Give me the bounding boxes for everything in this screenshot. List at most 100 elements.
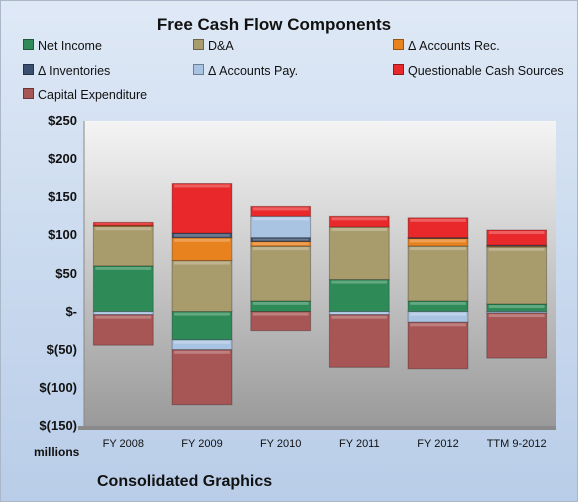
bar-highlight <box>95 312 152 314</box>
bar-highlight <box>174 312 230 316</box>
legend-label: Δ Accounts Pay. <box>208 64 299 78</box>
bar-segment-fy-2009-s4 <box>171 339 233 351</box>
bar-segment-fy-2011-s1 <box>328 226 390 281</box>
bar-highlight <box>95 223 152 225</box>
bar-highlight <box>174 350 230 354</box>
bar-segment-fy-2009-s0 <box>171 311 233 341</box>
bar-highlight <box>174 340 230 344</box>
legend-item: Δ Accounts Pay. <box>193 64 298 78</box>
legend-label: Δ Inventories <box>38 64 111 78</box>
y-tick-label: $150 <box>48 189 77 205</box>
bar-segment-ttm-9-2012-s3 <box>486 244 548 247</box>
bar-highlight <box>331 228 388 231</box>
legend-swatch <box>393 39 404 50</box>
bar-segment-fy-2009-s6 <box>171 349 233 406</box>
bar-segment-fy-2010-s6 <box>250 311 312 332</box>
bar-highlight <box>488 314 545 318</box>
bar-highlight <box>252 217 309 221</box>
bar-highlight <box>331 315 388 319</box>
bar-highlight <box>252 238 309 241</box>
bar-segment-fy-2012-s6 <box>407 321 469 370</box>
bar-highlight <box>95 227 152 231</box>
bar-highlight <box>410 312 466 316</box>
bar-highlight <box>95 315 152 319</box>
bar-highlight <box>252 207 309 211</box>
x-tick-label: FY 2011 <box>339 438 380 450</box>
bar-highlight <box>488 247 545 251</box>
bar-segment-fy-2009-s5 <box>171 183 233 234</box>
legend-item: Questionable Cash Sources <box>393 64 564 78</box>
bar-segment-fy-2012-s5 <box>407 217 469 239</box>
bar-segment-ttm-9-2012-s1 <box>486 246 548 305</box>
bar-highlight <box>252 242 309 246</box>
y-tick-label: $250 <box>48 113 77 128</box>
bar-highlight <box>331 217 388 221</box>
y-tick-label: $(50) <box>46 341 77 357</box>
bar-highlight <box>488 231 545 234</box>
bar-highlight <box>410 239 466 243</box>
bar-highlight <box>174 184 230 188</box>
y-tick-label: $(100) <box>39 379 77 395</box>
x-tick-label: FY 2009 <box>181 438 223 450</box>
y-tick-label: $(150) <box>39 418 77 433</box>
y-tick-label: $100 <box>48 227 77 243</box>
bar-segment-fy-2010-s1 <box>250 245 312 302</box>
bar-segment-fy-2010-s4 <box>250 215 312 239</box>
chart-title: Free Cash Flow Components <box>156 15 392 34</box>
legend-swatch <box>393 64 404 75</box>
y-tick-label: $200 <box>48 151 77 167</box>
bar-segment-fy-2009-s1 <box>171 260 233 313</box>
plot-background <box>84 121 556 426</box>
bar-highlight <box>410 218 466 222</box>
x-tick-label: FY 2012 <box>417 438 459 450</box>
legend-swatch <box>23 88 34 99</box>
bar-highlight <box>174 261 230 265</box>
bar-highlight <box>331 312 388 314</box>
bar-highlight <box>488 305 545 308</box>
legend-label: Δ Accounts Rec. <box>408 39 500 53</box>
bar-segment-fy-2012-s3 <box>407 237 469 239</box>
bar-segment-fy-2011-s6 <box>328 314 390 368</box>
bar-highlight <box>410 323 466 327</box>
legend-item: Δ Inventories <box>23 64 110 78</box>
y-tick-label: $50 <box>55 265 77 281</box>
legend-swatch <box>23 64 34 75</box>
legend-item: D&A <box>193 39 234 53</box>
bar-highlight <box>331 280 388 284</box>
bar-highlight <box>410 247 466 251</box>
bar-highlight <box>252 301 309 305</box>
legend-item: Δ Accounts Rec. <box>393 39 500 53</box>
legend-item: Capital Expenditure <box>23 88 147 102</box>
legend-swatch <box>23 39 34 50</box>
x-tick-label: FY 2008 <box>102 438 145 450</box>
bar-highlight <box>252 312 309 316</box>
bar-segment-fy-2008-s6 <box>92 314 154 346</box>
legend-label: Questionable Cash Sources <box>408 64 564 78</box>
company-caption: Consolidated Graphics <box>97 473 273 490</box>
bar-highlight <box>252 247 309 251</box>
x-tick-label: FY 2010 <box>259 438 302 450</box>
bar-highlight <box>174 238 230 242</box>
legend-label: D&A <box>208 39 234 53</box>
legend-label: Net Income <box>38 39 102 53</box>
bar-segment-fy-2008-s0 <box>92 265 154 313</box>
bar-highlight <box>174 234 230 237</box>
legend-swatch <box>193 39 204 50</box>
bar-segment-fy-2008-s1 <box>92 225 154 267</box>
bar-segment-fy-2008-s5 <box>92 221 154 226</box>
bar-highlight <box>95 266 152 270</box>
plot-floor <box>78 426 556 430</box>
y-tick-label: $- <box>65 303 77 319</box>
bar-segment-fy-2010-s3 <box>250 237 312 242</box>
bar-segment-fy-2011-s5 <box>328 215 390 228</box>
bar-highlight <box>410 301 466 305</box>
bar-segment-fy-2010-s5 <box>250 205 312 217</box>
bar-segment-ttm-9-2012-s5 <box>486 229 548 246</box>
legend-label: Capital Expenditure <box>38 88 148 102</box>
bar-segment-ttm-9-2012-s6 <box>486 312 548 359</box>
bar-segment-fy-2012-s1 <box>407 245 469 302</box>
x-tick-label: TTM 9-2012 <box>486 438 547 450</box>
legend-swatch <box>193 64 204 75</box>
